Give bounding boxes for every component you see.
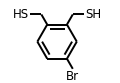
Text: Br: Br bbox=[66, 70, 79, 83]
Text: SH: SH bbox=[85, 8, 101, 21]
Text: HS: HS bbox=[13, 8, 29, 21]
